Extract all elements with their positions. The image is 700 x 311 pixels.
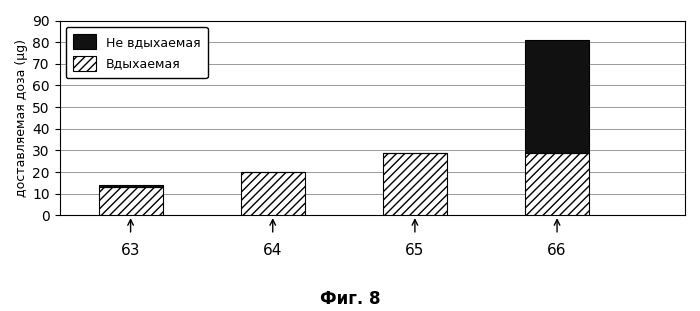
Y-axis label: доставляемая доза (µg): доставляемая доза (µg) bbox=[15, 39, 28, 197]
Text: 65: 65 bbox=[405, 244, 425, 258]
Bar bbox=[525, 40, 589, 152]
Bar bbox=[241, 172, 304, 215]
Text: 63: 63 bbox=[121, 244, 140, 258]
Text: 66: 66 bbox=[547, 244, 567, 258]
Bar bbox=[525, 152, 589, 215]
Text: 64: 64 bbox=[263, 244, 282, 258]
Bar bbox=[383, 152, 447, 215]
Legend: Не вдыхаемая, Вдыхаемая: Не вдыхаемая, Вдыхаемая bbox=[66, 27, 208, 78]
Bar bbox=[99, 187, 162, 215]
Text: Фиг. 8: Фиг. 8 bbox=[320, 290, 380, 308]
Bar bbox=[99, 185, 162, 187]
